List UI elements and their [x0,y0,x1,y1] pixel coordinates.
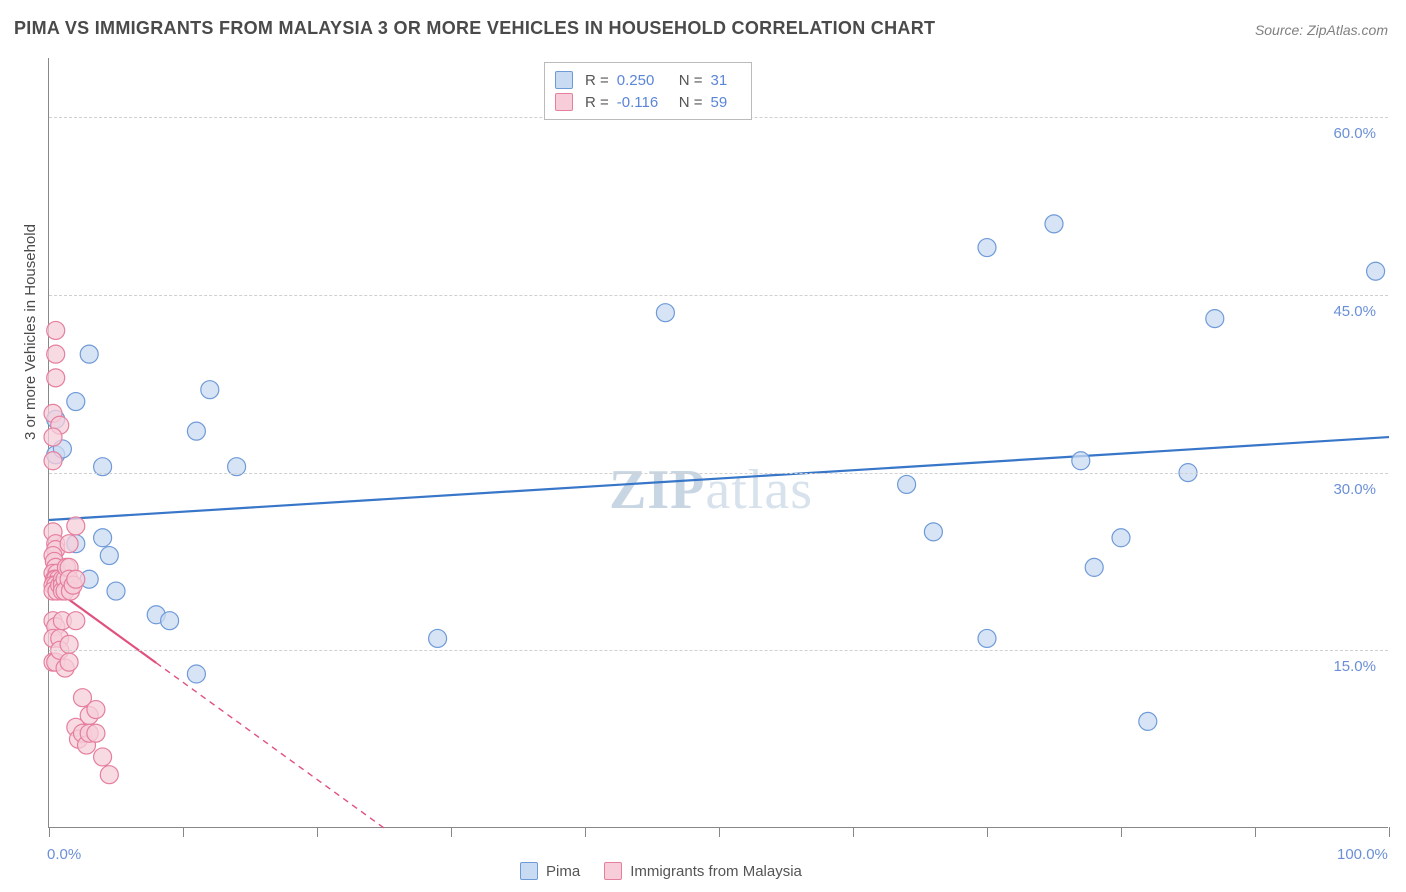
data-point-pima [978,629,996,647]
data-point-malaysia [47,369,65,387]
r-value-pima: 0.250 [617,72,667,89]
y-axis-label: 3 or more Vehicles in Household [22,224,39,440]
y-tick-label: 15.0% [1333,658,1376,675]
x-tick-label: 0.0% [47,846,81,863]
data-point-malaysia [87,724,105,742]
data-point-malaysia [67,570,85,588]
legend-swatch-pima [520,862,538,880]
data-point-pima [978,239,996,257]
chart-title: PIMA VS IMMIGRANTS FROM MALAYSIA 3 OR MO… [14,18,935,39]
x-tick-label: 100.0% [1337,846,1388,863]
series-legend: Pima Immigrants from Malaysia [520,862,802,880]
y-tick-label: 45.0% [1333,303,1376,320]
data-point-pima [187,665,205,683]
grid-line [49,473,1388,474]
data-point-pima [67,393,85,411]
x-tick [317,827,318,837]
grid-line [49,650,1388,651]
r-value-malaysia: -0.116 [617,94,667,111]
x-tick [451,827,452,837]
grid-line [49,295,1388,296]
x-tick [853,827,854,837]
x-tick [1121,827,1122,837]
r-label: R = [585,94,609,111]
data-point-pima [898,475,916,493]
stats-row-malaysia: R = -0.116 N = 59 [555,91,741,113]
data-point-pima [1206,310,1224,328]
data-point-malaysia [47,345,65,363]
n-label: N = [679,94,703,111]
y-tick-label: 30.0% [1333,481,1376,498]
plot-area: ZIPatlas 15.0%30.0%45.0%60.0%0.0%100.0% [48,58,1388,828]
legend-swatch-malaysia [604,862,622,880]
data-point-pima [1085,558,1103,576]
data-point-malaysia [67,517,85,535]
n-value-malaysia: 59 [711,94,741,111]
data-point-pima [1367,262,1385,280]
data-point-pima [656,304,674,322]
legend-item-pima: Pima [520,862,580,880]
x-tick [1255,827,1256,837]
x-tick [49,827,50,837]
data-point-pima [1112,529,1130,547]
x-tick [1389,827,1390,837]
data-point-pima [161,612,179,630]
source-attribution: Source: ZipAtlas.com [1255,22,1388,38]
legend-item-malaysia: Immigrants from Malaysia [604,862,802,880]
data-point-malaysia [60,653,78,671]
n-label: N = [679,72,703,89]
data-point-malaysia [100,766,118,784]
data-point-malaysia [67,612,85,630]
data-point-pima [107,582,125,600]
data-point-malaysia [44,428,62,446]
y-tick-label: 60.0% [1333,125,1376,142]
chart-container: PIMA VS IMMIGRANTS FROM MALAYSIA 3 OR MO… [0,0,1406,892]
data-point-pima [187,422,205,440]
legend-label-pima: Pima [546,863,580,880]
data-point-pima [1072,452,1090,470]
data-point-pima [80,345,98,363]
data-point-malaysia [87,701,105,719]
data-point-malaysia [44,452,62,470]
x-tick [719,827,720,837]
data-point-malaysia [60,535,78,553]
legend-label-malaysia: Immigrants from Malaysia [630,863,802,880]
n-value-pima: 31 [711,72,741,89]
plot-svg [49,58,1388,827]
swatch-pima [555,71,573,89]
data-point-pima [94,529,112,547]
trend-line-extrapolate-malaysia [156,663,384,828]
r-label: R = [585,72,609,89]
data-point-pima [1045,215,1063,233]
data-point-pima [429,629,447,647]
x-tick [585,827,586,837]
stats-legend: R = 0.250 N = 31 R = -0.116 N = 59 [544,62,752,120]
data-point-pima [100,547,118,565]
data-point-pima [201,381,219,399]
swatch-malaysia [555,93,573,111]
stats-row-pima: R = 0.250 N = 31 [555,69,741,91]
data-point-malaysia [94,748,112,766]
data-point-pima [924,523,942,541]
data-point-pima [1139,712,1157,730]
data-point-malaysia [47,321,65,339]
x-tick [183,827,184,837]
x-tick [987,827,988,837]
